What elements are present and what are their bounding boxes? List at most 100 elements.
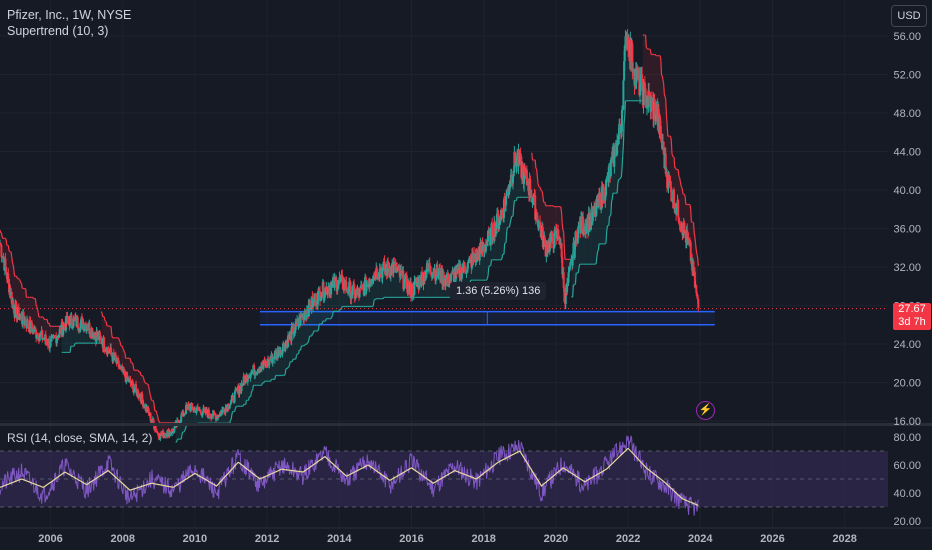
price-candle: [324, 287, 327, 294]
supertrend-line: [609, 214, 612, 217]
price-candle: [152, 418, 155, 424]
supertrend-fill: [24, 288, 26, 325]
lightning-icon[interactable]: ⚡: [696, 401, 715, 420]
price-candle: [503, 199, 506, 203]
price-tick-label: 44.00: [893, 147, 921, 159]
price-candle: [496, 213, 499, 217]
price-candle: [221, 409, 224, 415]
last-price-tag: 27.67 3d 7h: [893, 303, 931, 330]
price-candle: [412, 294, 415, 296]
price-candle: [615, 154, 618, 156]
supertrend-line: [665, 114, 668, 125]
supertrend-fill: [178, 422, 180, 440]
price-candle: [551, 233, 554, 242]
price-candle: [141, 393, 144, 401]
price-candle: [389, 268, 392, 276]
price-candle: [614, 144, 617, 156]
price-candle: [191, 406, 194, 410]
supertrend-line: [288, 364, 291, 368]
price-candle: [277, 351, 280, 358]
price-candle: [293, 332, 296, 335]
price-candle: [67, 319, 70, 321]
price-candle: [659, 125, 662, 140]
price-candle: [467, 259, 470, 262]
rsi-label[interactable]: RSI (14, close, SMA, 14, 2): [7, 431, 153, 445]
supertrend-line: [148, 389, 151, 394]
price-candle: [224, 407, 227, 413]
supertrend-fill: [659, 55, 661, 126]
price-candle: [389, 274, 392, 276]
price-candle: [337, 285, 340, 289]
price-candle: [62, 329, 65, 336]
supertrend-line: [646, 47, 649, 50]
price-candle: [314, 293, 317, 306]
supertrend-line: [608, 216, 611, 226]
price-candle: [496, 213, 499, 229]
price-candle: [575, 231, 578, 234]
supertrend-label[interactable]: Supertrend (10, 3): [7, 24, 109, 38]
supertrend-fill: [603, 200, 605, 244]
price-candle: [409, 282, 412, 298]
supertrend-fill: [448, 285, 450, 298]
supertrend-line: [137, 370, 140, 373]
price-candle: [330, 284, 333, 295]
price-candle: [383, 261, 386, 272]
price-candle: [233, 392, 236, 403]
supertrend-line: [132, 362, 134, 366]
price-candle: [573, 245, 576, 258]
supertrend-line: [605, 231, 608, 243]
price-candle: [552, 241, 555, 249]
supertrend-fill: [615, 154, 617, 194]
price-candle: [514, 152, 517, 163]
supertrend-fill: [492, 238, 494, 260]
supertrend-fill: [297, 319, 298, 354]
price-candle: [550, 232, 553, 234]
supertrend-fill: [541, 191, 543, 231]
price-candle: [421, 273, 424, 285]
price-candle: [33, 327, 36, 333]
price-candle: [464, 266, 467, 272]
supertrend-line: [694, 236, 697, 244]
price-axis[interactable]: 16.0020.0024.0028.0032.0036.0040.0044.00…: [893, 31, 921, 428]
price-candle: [533, 193, 536, 196]
supertrend-fill: [228, 407, 230, 424]
supertrend-line: [152, 399, 154, 402]
supertrend-fill: [626, 34, 627, 101]
price-candle: [179, 422, 182, 424]
price-candle: [262, 365, 265, 367]
supertrend-fill: [688, 204, 690, 242]
price-candle: [265, 360, 268, 364]
time-tick-label: 2008: [110, 533, 134, 545]
supertrend-line: [606, 225, 609, 232]
time-tick-label: 2014: [327, 533, 352, 545]
price-candle: [207, 409, 210, 416]
supertrend-line: [299, 346, 302, 351]
price-candle: [605, 179, 608, 196]
price-candle: [387, 261, 390, 268]
chart-title[interactable]: Pfizer, Inc., 1W, NYSE: [7, 8, 132, 22]
price-candle: [378, 269, 381, 279]
supertrend-fill: [594, 204, 595, 265]
price-candle: [184, 413, 187, 415]
price-candle: [578, 221, 581, 225]
price-candle: [339, 277, 342, 281]
rsi-axis[interactable]: 20.00 40.00 60.00 80.00: [893, 432, 921, 528]
rsi-pane: [0, 435, 888, 516]
currency-button[interactable]: USD: [891, 5, 927, 27]
supertrend-fill: [147, 384, 148, 413]
price-candle: [157, 435, 160, 440]
price-candle: [532, 199, 535, 202]
supertrend-line: [678, 176, 681, 179]
supertrend-fill: [554, 206, 556, 230]
price-candle: [381, 268, 384, 278]
supertrend-line: [508, 222, 511, 227]
price-candle: [80, 318, 83, 323]
supertrend-fill: [547, 205, 549, 250]
supertrend-line: [604, 242, 607, 245]
price-candle: [531, 201, 534, 203]
price-candle: [351, 286, 354, 295]
supertrend-line: [284, 368, 287, 374]
price-candle: [216, 414, 219, 419]
time-axis[interactable]: 2006 2008 2010 2012 2014 2016 2018 2020 2022 2024…: [0, 527, 932, 545]
